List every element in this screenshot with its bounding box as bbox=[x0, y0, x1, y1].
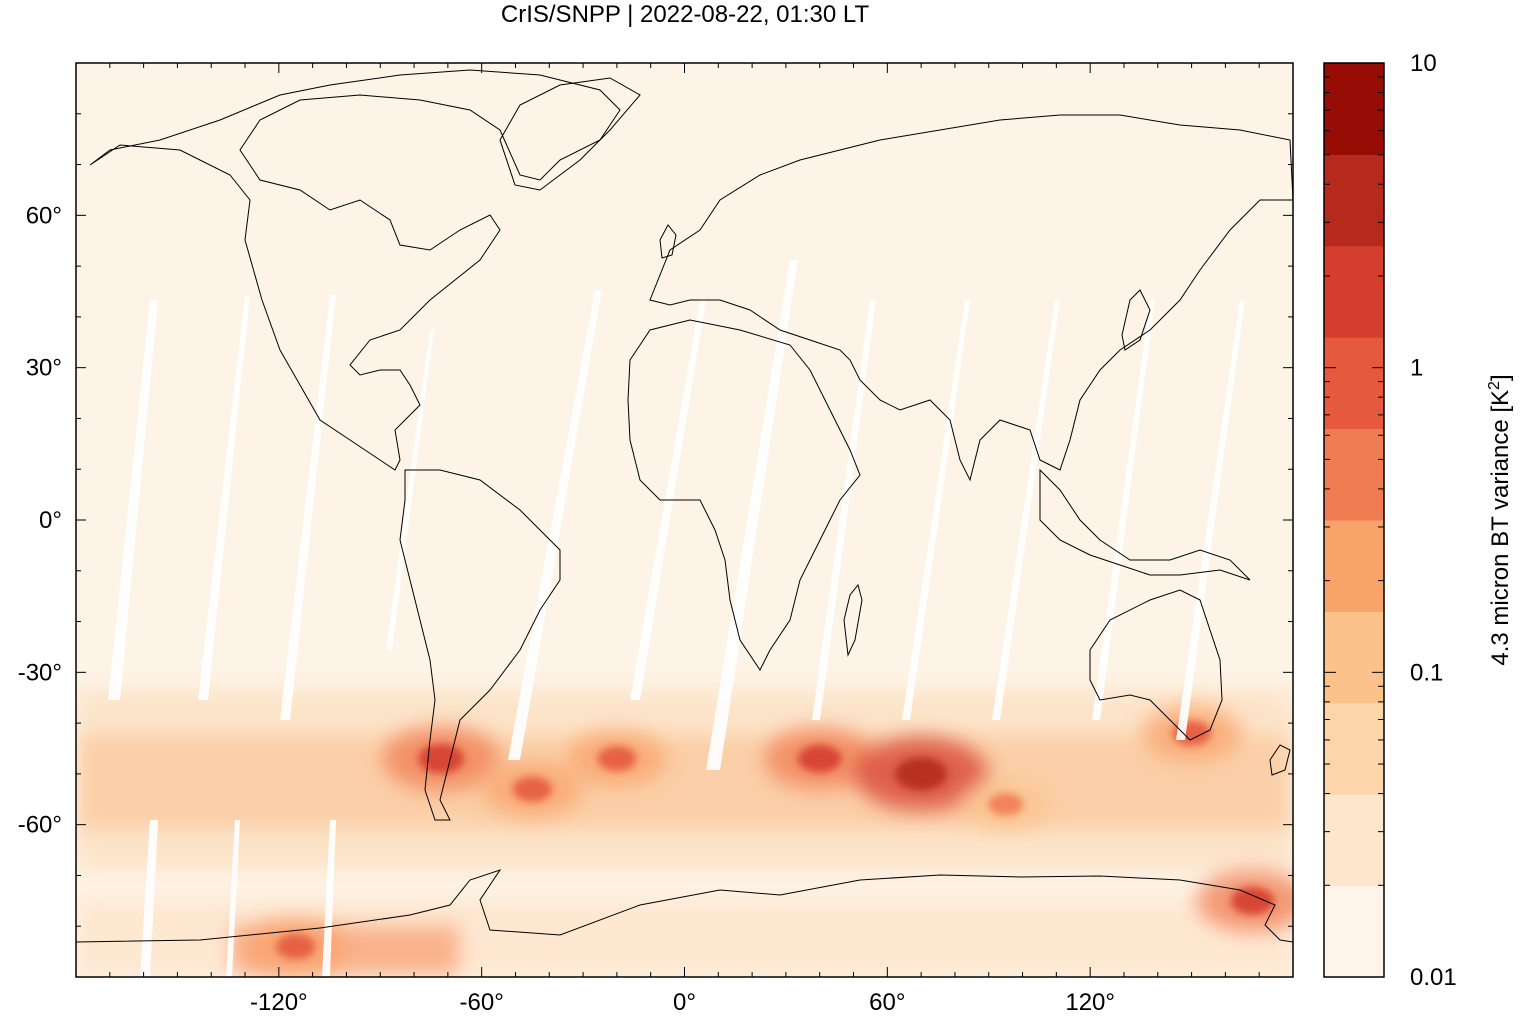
coastline-british-isles bbox=[659, 224, 677, 259]
colorbar-bin bbox=[1324, 428, 1384, 521]
colorbar: 10 1 0.1 0.01 4.3 micron BT variance [K2] bbox=[1323, 50, 1514, 991]
coastline-australia bbox=[1089, 589, 1223, 741]
orbit-gap bbox=[140, 820, 158, 977]
colorbar-bins bbox=[1324, 63, 1384, 978]
y-tick-label: -30° bbox=[18, 659, 62, 686]
coastlines bbox=[76, 69, 1293, 943]
colorbar-bin bbox=[1324, 63, 1384, 155]
coastline-antarctica bbox=[76, 869, 1293, 943]
map-plot-area bbox=[76, 63, 1293, 977]
hotspot-core bbox=[597, 746, 637, 772]
hotspot-core bbox=[512, 776, 552, 802]
colorbar-tick-label: 0.01 bbox=[1410, 964, 1457, 991]
coastline-africa bbox=[627, 319, 861, 671]
orbit-gap bbox=[108, 300, 158, 700]
x-tick-label: 120° bbox=[1065, 989, 1115, 1016]
coastline-eurasia bbox=[649, 114, 1293, 482]
orbit-gap bbox=[812, 300, 876, 720]
y-tick-label: -60° bbox=[18, 812, 62, 839]
orbit-gap bbox=[198, 295, 250, 700]
colorbar-bin bbox=[1324, 154, 1384, 247]
colorbar-frame bbox=[1323, 62, 1385, 978]
colorbar-bin bbox=[1324, 337, 1384, 430]
orbit-gap bbox=[992, 300, 1060, 720]
hotspot-core bbox=[895, 757, 948, 791]
x-tick-label: 0° bbox=[673, 989, 696, 1016]
coastline-greenland bbox=[499, 77, 641, 191]
colorbar-tick-label: 10 bbox=[1410, 50, 1437, 77]
coastline-south-america bbox=[399, 469, 561, 821]
hotspot-core bbox=[1230, 886, 1275, 915]
y-tick-label: 0° bbox=[39, 507, 62, 534]
orbit-gap bbox=[1176, 300, 1245, 740]
hotspot-core bbox=[276, 933, 316, 960]
orbit-gap bbox=[386, 330, 434, 650]
orbit-gap bbox=[322, 820, 336, 977]
map-title: CrIS/SNPP | 2022-08-22, 01:30 LT bbox=[501, 1, 870, 28]
y-axis: 60° 30° 0° -30° -60° bbox=[18, 113, 1293, 927]
x-axis: -120° -60° 0° 60° 120° bbox=[109, 63, 1260, 1016]
x-tick-label: -60° bbox=[460, 989, 504, 1016]
orbit-gap bbox=[280, 295, 336, 720]
colorbar-bin bbox=[1324, 885, 1384, 978]
orbit-gaps bbox=[108, 260, 1245, 977]
orbit-gap bbox=[902, 300, 970, 720]
colorbar-ticks: 10 1 0.1 0.01 bbox=[1324, 50, 1457, 991]
coastline-southeast-asia bbox=[1039, 468, 1251, 581]
colorbar-bin bbox=[1324, 520, 1384, 612]
colorbar-bin bbox=[1324, 702, 1384, 795]
coastline-madagascar bbox=[843, 583, 863, 657]
x-tick-label: 60° bbox=[869, 989, 905, 1016]
colorbar-bin bbox=[1324, 794, 1384, 887]
coastline-new-zealand bbox=[1269, 744, 1291, 776]
hotspot-core bbox=[988, 793, 1024, 816]
orbit-gap bbox=[706, 260, 798, 770]
y-tick-label: 30° bbox=[26, 355, 62, 382]
hotspot-core bbox=[798, 744, 842, 773]
colorbar-label: 4.3 micron BT variance [K2] bbox=[1486, 374, 1514, 665]
variance-band-mid bbox=[76, 735, 1293, 830]
orbit-gap bbox=[226, 820, 240, 977]
colorbar-bin bbox=[1324, 611, 1384, 704]
colorbar-tick-label: 1 bbox=[1410, 355, 1423, 382]
coastline-japan bbox=[1121, 289, 1151, 351]
colorbar-bin bbox=[1324, 245, 1384, 338]
orbit-gap bbox=[1092, 300, 1155, 720]
hotspot-core bbox=[418, 743, 465, 774]
colorbar-tick-label: 0.1 bbox=[1410, 659, 1443, 686]
y-tick-label: 60° bbox=[26, 202, 62, 229]
coastline-north-america bbox=[89, 69, 621, 471]
orbit-gap bbox=[508, 290, 602, 760]
x-tick-label: -120° bbox=[250, 989, 308, 1016]
